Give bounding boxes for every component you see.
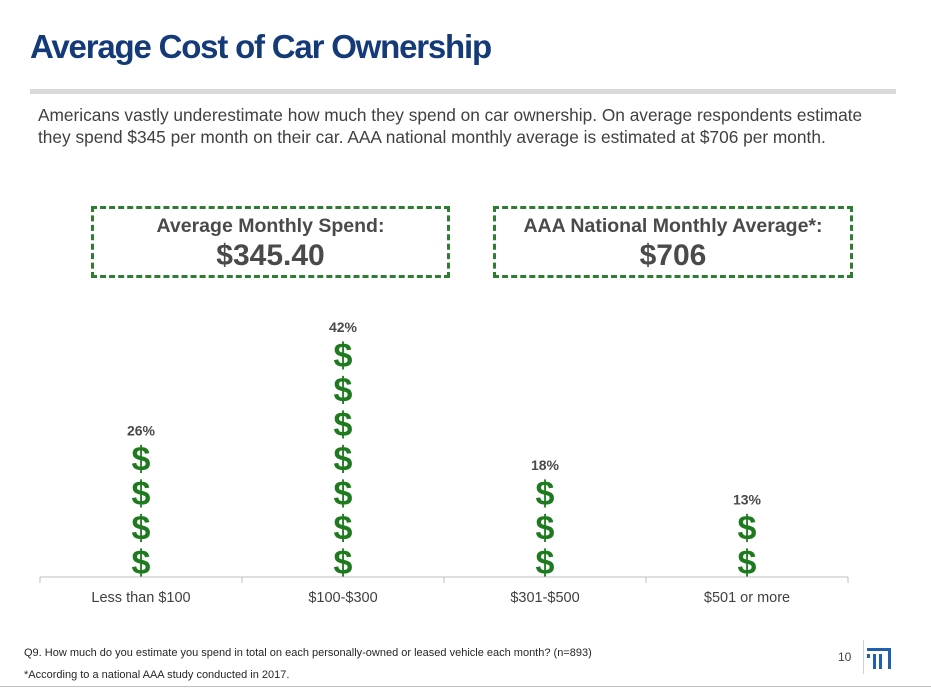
dollar-icon: $ bbox=[334, 441, 353, 479]
data-label: 26% bbox=[127, 423, 156, 439]
dollar-icon: $ bbox=[334, 337, 353, 375]
data-label: 13% bbox=[733, 492, 762, 508]
category-tick-label: $501 or more bbox=[704, 590, 790, 606]
dollar-icon: $ bbox=[738, 544, 757, 582]
dollar-icon: $ bbox=[334, 475, 353, 513]
callout-label: AAA National Monthly Average*: bbox=[523, 215, 823, 237]
category-tick-label: Less than $100 bbox=[91, 590, 190, 606]
data-label: 18% bbox=[531, 457, 560, 473]
dollar-icon: $ bbox=[536, 510, 555, 548]
footer-divider bbox=[0, 686, 931, 687]
callout-value: $706 bbox=[639, 239, 707, 272]
title-divider bbox=[30, 89, 896, 94]
callout-value: $345.40 bbox=[216, 239, 325, 272]
dollar-icon: $ bbox=[132, 475, 151, 513]
data-label: 42% bbox=[329, 319, 358, 335]
dollar-icon: $ bbox=[334, 510, 353, 548]
dollar-icon: $ bbox=[132, 510, 151, 548]
page-title: Average Cost of Car Ownership bbox=[30, 28, 492, 65]
dollar-icon: $ bbox=[132, 544, 151, 582]
dollar-icon: $ bbox=[132, 441, 151, 479]
aaa-monthly-average-callout: AAA National Monthly Average*: $706 bbox=[493, 206, 853, 278]
dollar-icon: $ bbox=[738, 510, 757, 548]
dollar-icon: $ bbox=[536, 544, 555, 582]
page-number: 10 bbox=[838, 650, 852, 664]
callout-label: Average Monthly Spend: bbox=[156, 215, 385, 237]
category-tick-label: $100-$300 bbox=[308, 590, 377, 606]
dollar-icon: $ bbox=[334, 544, 353, 582]
question-footnote: Q9. How much do you estimate you spend i… bbox=[24, 647, 592, 659]
brand-logo-icon bbox=[867, 648, 891, 669]
subtitle-text: Americans vastly underestimate how much … bbox=[38, 105, 863, 147]
category-tick-label: $301-$500 bbox=[510, 590, 579, 606]
dollar-icon: $ bbox=[334, 406, 353, 444]
pictograph-chart: $$$$26%Less than $100$$$$$$$42%$100-$300… bbox=[39, 319, 849, 606]
dollar-icon: $ bbox=[334, 372, 353, 410]
source-footnote: *According to a national AAA study condu… bbox=[24, 669, 290, 681]
dollar-icon: $ bbox=[536, 475, 555, 513]
average-monthly-spend-callout: Average Monthly Spend: $345.40 bbox=[91, 206, 450, 278]
logo-divider bbox=[863, 640, 864, 674]
